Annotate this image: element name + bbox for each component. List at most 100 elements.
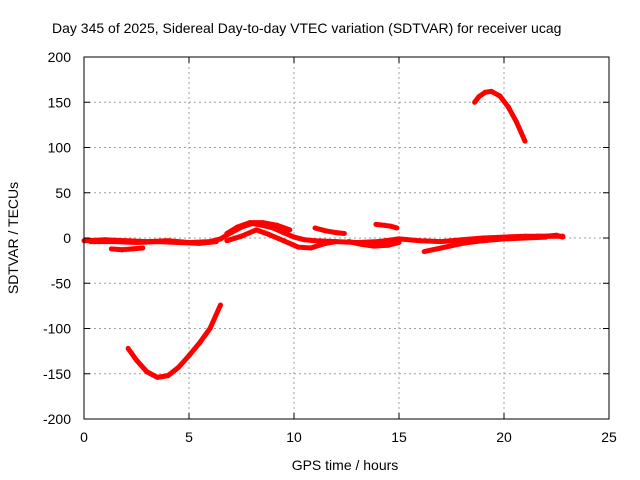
series-baseline-d <box>87 239 219 246</box>
y-tick-label: 150 <box>48 94 72 110</box>
series-seg-dip <box>108 245 146 253</box>
data-point <box>394 225 400 231</box>
data-point <box>522 138 528 144</box>
data-point <box>482 89 488 95</box>
y-axis-label: SDTVAR / TECUs <box>5 182 21 294</box>
data-point <box>213 239 219 245</box>
data-point <box>224 231 230 236</box>
x-tick-label: 20 <box>496 429 512 445</box>
data-point <box>526 234 532 240</box>
data-point <box>207 326 213 331</box>
data-point <box>266 231 272 237</box>
data-point <box>417 238 423 244</box>
data-point <box>291 234 297 240</box>
data-point <box>295 244 301 250</box>
data-point <box>239 233 244 239</box>
y-tick-label: 50 <box>55 185 71 201</box>
data-point <box>554 232 559 238</box>
data-point <box>358 241 364 247</box>
y-tick-label: 200 <box>48 49 72 65</box>
data-point <box>87 239 93 245</box>
series-baseline-b <box>224 227 339 251</box>
data-point <box>197 240 202 246</box>
data-point <box>218 302 223 308</box>
data-point <box>247 220 253 226</box>
data-point <box>488 88 494 94</box>
data-point <box>134 240 139 245</box>
data-point <box>543 233 549 239</box>
series-arc-high <box>472 88 528 144</box>
data-point <box>119 247 125 253</box>
data-point <box>155 374 160 380</box>
data-point <box>396 240 402 245</box>
data-point <box>472 99 478 105</box>
data-point <box>224 238 230 244</box>
y-tick-label: 100 <box>48 140 72 156</box>
data-point <box>388 223 394 229</box>
data-point <box>253 227 259 233</box>
x-tick-label: 25 <box>601 429 617 445</box>
series-line <box>314 225 345 236</box>
x-axis-label: GPS time / hours <box>292 457 399 473</box>
data-point <box>140 245 146 251</box>
series-seg-16 <box>421 234 549 255</box>
series-line <box>111 245 144 253</box>
data-point <box>323 228 328 234</box>
data-point <box>176 240 181 245</box>
data-point <box>186 353 192 359</box>
series-layer <box>81 88 566 380</box>
x-tick-label: 5 <box>185 429 193 445</box>
data-point <box>197 340 202 346</box>
data-point <box>125 345 131 351</box>
data-point <box>287 227 293 233</box>
data-point <box>505 104 511 110</box>
data-point <box>535 233 541 239</box>
chart-title: Day 345 of 2025, Sidereal Day-to-day VTE… <box>52 20 561 36</box>
data-point <box>373 221 379 227</box>
data-point <box>375 239 381 245</box>
data-point <box>480 238 486 244</box>
data-point <box>497 93 503 99</box>
data-point <box>302 237 307 243</box>
data-point <box>396 236 402 242</box>
data-point <box>371 243 377 249</box>
data-point <box>421 249 427 255</box>
data-point <box>108 246 114 252</box>
ticks: 0 5 10 15 20 25 -200 -150 -100 -50 0 50 100 150 200 <box>43 49 617 445</box>
x-tick-label: 10 <box>286 429 302 445</box>
series-line <box>126 303 223 380</box>
series-baseline-c <box>224 220 293 236</box>
data-point <box>459 240 465 246</box>
data-point <box>341 231 347 236</box>
data-point <box>438 239 444 245</box>
series-seg-13 <box>346 239 402 249</box>
data-point <box>129 246 135 252</box>
data-point <box>260 220 265 226</box>
data-point <box>155 239 160 245</box>
series-arc-low <box>125 302 223 380</box>
data-point <box>501 236 507 242</box>
series-line <box>472 88 528 143</box>
data-point <box>165 373 171 379</box>
data-point <box>323 240 328 246</box>
data-point <box>560 234 566 240</box>
data-point <box>476 94 482 100</box>
data-point <box>218 236 223 242</box>
data-point <box>438 245 444 251</box>
x-tick-label: 0 <box>80 429 88 445</box>
series-seg-14 <box>373 221 400 231</box>
data-point <box>312 225 318 231</box>
data-point <box>281 238 286 244</box>
data-point <box>113 239 118 245</box>
y-tick-label: -100 <box>43 321 71 337</box>
data-point <box>281 230 286 236</box>
x-tick-label: 15 <box>391 429 407 445</box>
y-tick-label: -150 <box>43 366 71 382</box>
data-point <box>308 245 314 251</box>
data-point <box>386 242 391 248</box>
data-point <box>522 235 528 241</box>
data-point <box>312 238 318 244</box>
data-point <box>333 230 339 236</box>
series-seg-11 <box>312 225 347 236</box>
